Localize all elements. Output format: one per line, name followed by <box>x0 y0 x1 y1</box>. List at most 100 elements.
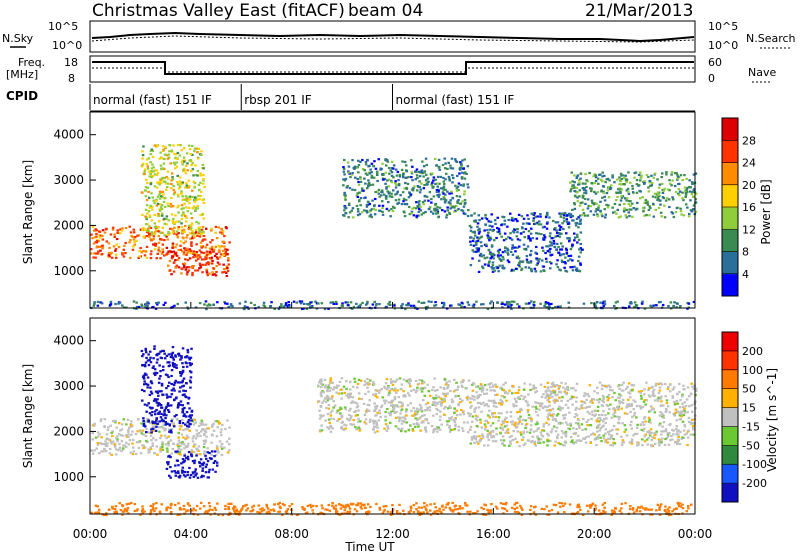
heatmap-cell <box>186 186 189 189</box>
heatmap-cell <box>672 386 676 389</box>
heatmap-cell <box>376 411 379 414</box>
heatmap-cell <box>177 226 180 229</box>
heatmap-cell <box>128 225 131 228</box>
heatmap-cell <box>324 419 327 422</box>
heatmap-cell <box>455 381 458 384</box>
heatmap-cell <box>150 192 153 195</box>
heatmap-cell <box>215 445 219 448</box>
heatmap-cell <box>90 248 93 251</box>
heatmap-cell <box>559 269 562 272</box>
heatmap-cell <box>93 303 96 306</box>
heatmap-cell <box>368 164 371 167</box>
heatmap-cell <box>103 443 107 446</box>
heatmap-cell <box>613 442 617 445</box>
heatmap-cell <box>199 172 202 175</box>
heatmap-cell <box>329 425 333 428</box>
heatmap-cell <box>541 435 545 438</box>
heatmap-cell <box>497 419 500 422</box>
heatmap-cell <box>588 384 592 387</box>
heatmap-cell <box>440 404 443 407</box>
heatmap-cell <box>443 397 446 400</box>
heatmap-cell <box>679 207 682 210</box>
heatmap-cell <box>529 238 532 241</box>
heatmap-cell <box>200 430 203 433</box>
heatmap-cell <box>435 427 439 430</box>
heatmap-cell <box>478 435 481 438</box>
heatmap-cell <box>525 248 528 251</box>
heatmap-cell <box>153 410 157 413</box>
heatmap-cell <box>162 424 165 427</box>
heatmap-cell <box>664 410 667 413</box>
heatmap-cell <box>546 405 549 408</box>
heatmap-cell <box>175 417 179 420</box>
heatmap-cell <box>168 144 172 147</box>
heatmap-cell <box>384 171 387 174</box>
heatmap-cell <box>169 162 173 165</box>
heatmap-cell <box>169 456 172 459</box>
heatmap-cell <box>506 225 509 228</box>
heatmap-cell <box>184 224 187 228</box>
heatmap-cell <box>622 208 626 211</box>
heatmap-cell <box>602 191 606 195</box>
heatmap-cell <box>114 253 118 256</box>
heatmap-cell <box>121 227 124 230</box>
heatmap-cell <box>586 424 589 427</box>
heatmap-cell <box>174 471 178 474</box>
heatmap-cell <box>495 385 498 388</box>
heatmap-cell <box>397 427 400 430</box>
heatmap-cell <box>444 405 447 408</box>
heatmap-cell <box>647 420 651 423</box>
heatmap-cell <box>658 424 661 427</box>
heatmap-cell <box>600 189 603 192</box>
heatmap-cell <box>183 406 186 410</box>
heatmap-cell <box>92 242 96 245</box>
heatmap-cell <box>158 364 161 367</box>
heatmap-cell <box>617 405 620 408</box>
heatmap-cell <box>450 398 454 401</box>
heatmap-cell <box>577 226 580 229</box>
heatmap-cell <box>187 196 190 199</box>
heatmap-cell <box>167 177 170 180</box>
heatmap-cell <box>366 386 369 389</box>
heatmap-cell <box>499 439 503 442</box>
heatmap-cell <box>192 475 196 478</box>
heatmap-cell <box>500 235 503 238</box>
heatmap-cell <box>165 235 168 238</box>
heatmap-cell <box>501 428 505 431</box>
heatmap-cell <box>178 474 182 477</box>
heatmap-cell <box>466 214 470 218</box>
heatmap-cell <box>567 406 570 409</box>
heatmap-cell <box>648 434 652 437</box>
heatmap-cell <box>165 405 168 408</box>
heatmap-cell <box>329 430 333 433</box>
heatmap-cell <box>100 436 103 439</box>
heatmap-cell <box>545 222 549 225</box>
heatmap-cell <box>213 455 216 458</box>
heatmap-cell <box>381 396 384 399</box>
heatmap-cell <box>475 240 478 243</box>
heatmap-cell <box>343 179 347 182</box>
heatmap-cell <box>403 187 406 190</box>
heatmap-cell <box>214 274 218 277</box>
heatmap-cell <box>630 442 634 445</box>
heatmap-cell <box>156 252 159 255</box>
heatmap-cell <box>125 434 128 437</box>
heatmap-cell <box>495 427 498 430</box>
heatmap-cell <box>539 215 542 218</box>
heatmap-cell <box>420 382 424 385</box>
heatmap-cell <box>557 442 560 445</box>
heatmap-cell <box>457 188 460 192</box>
heatmap-cell <box>501 215 504 218</box>
heatmap-cell <box>144 250 148 253</box>
heatmap-cell <box>175 220 178 223</box>
heatmap-cell <box>639 407 643 410</box>
heatmap-cell <box>155 372 159 375</box>
heatmap-cell <box>502 258 505 261</box>
heatmap-cell <box>503 418 507 421</box>
heatmap-cell <box>127 435 130 439</box>
heatmap-cell <box>165 252 169 255</box>
heatmap-cell <box>534 215 537 218</box>
heatmap-cell <box>107 254 111 257</box>
heatmap-cell <box>581 182 585 185</box>
heatmap-cell <box>538 220 541 223</box>
